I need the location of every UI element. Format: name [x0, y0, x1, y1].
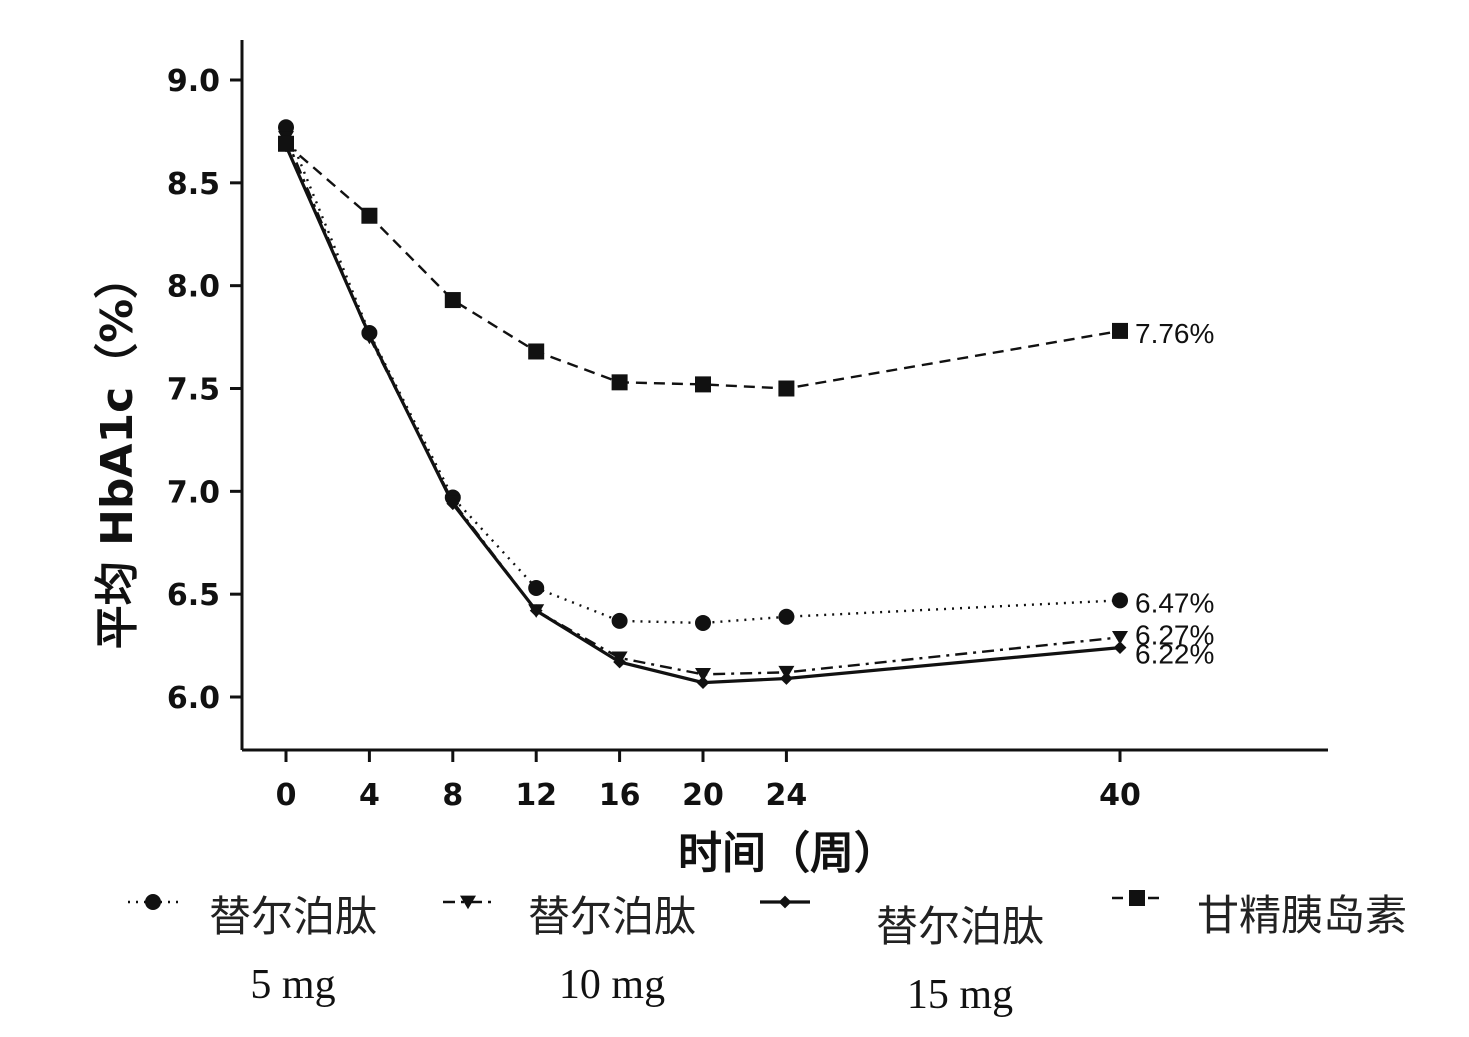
- circle-marker: [695, 614, 711, 631]
- square-marker: [278, 135, 294, 152]
- circle-marker: [1112, 592, 1128, 609]
- y-axis-ticks: 6.0 6.5 7.0 7.5 8.0 8.5 9.0: [167, 64, 242, 716]
- x-tick-label: 20: [682, 778, 724, 813]
- end-value-label: 6.27%: [1135, 619, 1214, 650]
- end-value-label: 6.22%: [1135, 639, 1214, 670]
- series-line-3: [284, 145, 1121, 685]
- diamond-marker: [529, 604, 543, 618]
- x-tick-label: 16: [599, 778, 641, 813]
- legend-square-marker: [1129, 890, 1145, 906]
- legend-series-name: 替尔泊肽: [209, 892, 377, 941]
- legend-diamond-marker: [778, 895, 792, 909]
- series-lines: [284, 126, 1121, 685]
- x-axis-ticks: 0 4 8 12 16 20 24 40: [276, 750, 1141, 813]
- y-tick-label: 8.5: [167, 167, 220, 202]
- x-tick-label: 8: [442, 778, 463, 813]
- diamond-marker: [1113, 641, 1127, 655]
- legend: 替尔泊肽 5 mg 替尔泊肽 10 mg 替尔泊肽 15 mg 甘精胰岛素: [128, 890, 1407, 1018]
- diamond-marker: [363, 328, 376, 342]
- y-tick-label: 9.0: [167, 64, 220, 99]
- legend-triangle-marker: [460, 895, 476, 910]
- square-marker: [695, 376, 711, 393]
- square-marker: [444, 292, 461, 309]
- circle-marker: [778, 608, 795, 625]
- square-marker: [778, 380, 795, 397]
- legend-series-dose: 10 mg: [559, 962, 665, 1008]
- x-tick-label: 4: [359, 778, 380, 813]
- square-marker: [1112, 322, 1128, 339]
- end-labels: 6.47%6.27%6.22% 7.76%: [1135, 318, 1214, 670]
- x-tick-label: 40: [1099, 778, 1141, 813]
- x-tick-label: 12: [515, 778, 557, 813]
- legend-series-name: 甘精胰岛素: [1197, 891, 1407, 940]
- legend-circle-marker: [145, 894, 161, 910]
- legend-series-dose: 5 mg: [250, 962, 335, 1008]
- y-tick-label: 6.0: [167, 681, 220, 716]
- end-value-label: 7.76%: [1135, 318, 1214, 349]
- circle-marker: [611, 612, 628, 629]
- y-axis-title: 平均 HbA1c（%）: [92, 255, 143, 649]
- series-line-1: [284, 126, 1121, 625]
- diamond-marker: [780, 672, 793, 685]
- diamond-marker: [446, 497, 460, 511]
- legend-series-name: 替尔泊肽: [528, 892, 696, 941]
- x-tick-label: 0: [276, 778, 297, 813]
- square-marker: [611, 374, 628, 391]
- triangle-marker: [695, 667, 711, 682]
- square-marker: [528, 343, 545, 360]
- x-tick-label: 24: [766, 778, 808, 813]
- y-tick-label: 7.5: [167, 373, 220, 408]
- series-line-4: [285, 142, 1121, 390]
- diamond-marker: [696, 676, 710, 690]
- y-tick-label: 7.0: [167, 475, 220, 510]
- legend-series-name: 替尔泊肽: [876, 902, 1044, 951]
- legend-series-dose: 15 mg: [907, 972, 1013, 1018]
- y-tick-label: 6.5: [167, 578, 220, 613]
- y-tick-label: 8.0: [167, 270, 220, 305]
- diamond-marker: [613, 655, 626, 669]
- end-value-label: 6.47%: [1135, 587, 1214, 618]
- square-marker: [361, 207, 378, 224]
- x-axis-title: 时间（周）: [678, 828, 898, 879]
- series-markers: [278, 119, 1128, 690]
- series-line-2: [284, 137, 1121, 676]
- circle-marker: [528, 579, 545, 596]
- triangle-marker: [1112, 630, 1128, 645]
